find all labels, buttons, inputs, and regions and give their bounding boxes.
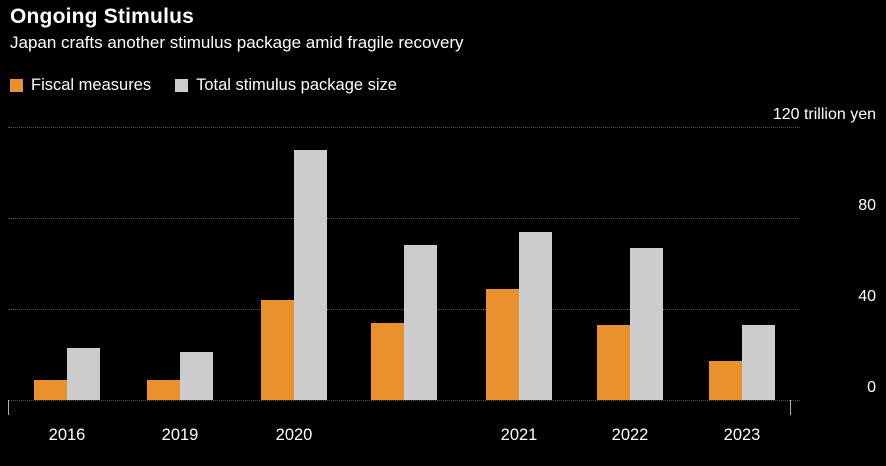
x-axis-label-2023: 2023 (723, 426, 761, 444)
x-axis-label-2020: 2020 (275, 426, 313, 444)
x-axis-tick-left (8, 400, 9, 415)
total-stimulus-bar-6 (742, 325, 775, 400)
fiscal-measures-bar-5 (597, 325, 630, 400)
bar-group-2021 (486, 232, 552, 400)
total-stimulus-bar-0 (67, 348, 100, 400)
x-axis-tick-right (790, 400, 791, 415)
fiscal-measures-bar-3 (371, 323, 404, 400)
total-stimulus-bar-3 (404, 245, 437, 400)
total-stimulus-bar-1 (180, 352, 213, 400)
total-stimulus-bar-5 (630, 248, 663, 400)
gridline-80 (8, 218, 800, 219)
x-axis-label-2022: 2022 (611, 426, 649, 444)
x-axis-label-2019: 2019 (161, 426, 199, 444)
fiscal-measures-bar-0 (34, 380, 67, 400)
legend: Fiscal measures Total stimulus package s… (10, 76, 397, 95)
bar-group-2016 (34, 348, 100, 400)
fiscal-measures-bar-2 (261, 300, 294, 400)
y-axis-label-0: 0 (867, 379, 876, 396)
y-axis-label-80: 80 (858, 197, 876, 214)
total-stimulus-swatch-icon (175, 79, 189, 92)
bar-group-2019 (147, 352, 213, 400)
fiscal-measures-swatch-icon (10, 79, 23, 92)
x-axis-label-2016: 2016 (48, 426, 86, 444)
fiscal-measures-bar-1 (147, 380, 180, 400)
x-axis-label-2021: 2021 (500, 426, 538, 444)
gridline-0 (8, 400, 800, 401)
chart-subtitle: Japan crafts another stimulus package am… (10, 33, 464, 52)
y-axis-label-120: 120 trillion yen (772, 106, 876, 123)
bar-group-2022 (597, 248, 663, 400)
legend-item-fiscal-measures: Fiscal measures (10, 76, 151, 95)
bar-group-2023 (709, 325, 775, 400)
fiscal-measures-bar-4 (486, 289, 519, 400)
total-stimulus-bar-2 (294, 150, 327, 400)
chart-title: Ongoing Stimulus (10, 5, 195, 28)
legend-item-total-stimulus: Total stimulus package size (175, 76, 397, 95)
gridline-120 (8, 127, 800, 128)
fiscal-measures-bar-6 (709, 361, 742, 400)
legend-label-fiscal-measures: Fiscal measures (31, 76, 152, 94)
total-stimulus-bar-4 (519, 232, 552, 400)
bar-group-2020 (261, 150, 327, 400)
bar-group-2020-second (371, 245, 437, 400)
y-axis-label-40: 40 (858, 288, 876, 305)
legend-label-total-stimulus: Total stimulus package size (196, 76, 397, 94)
